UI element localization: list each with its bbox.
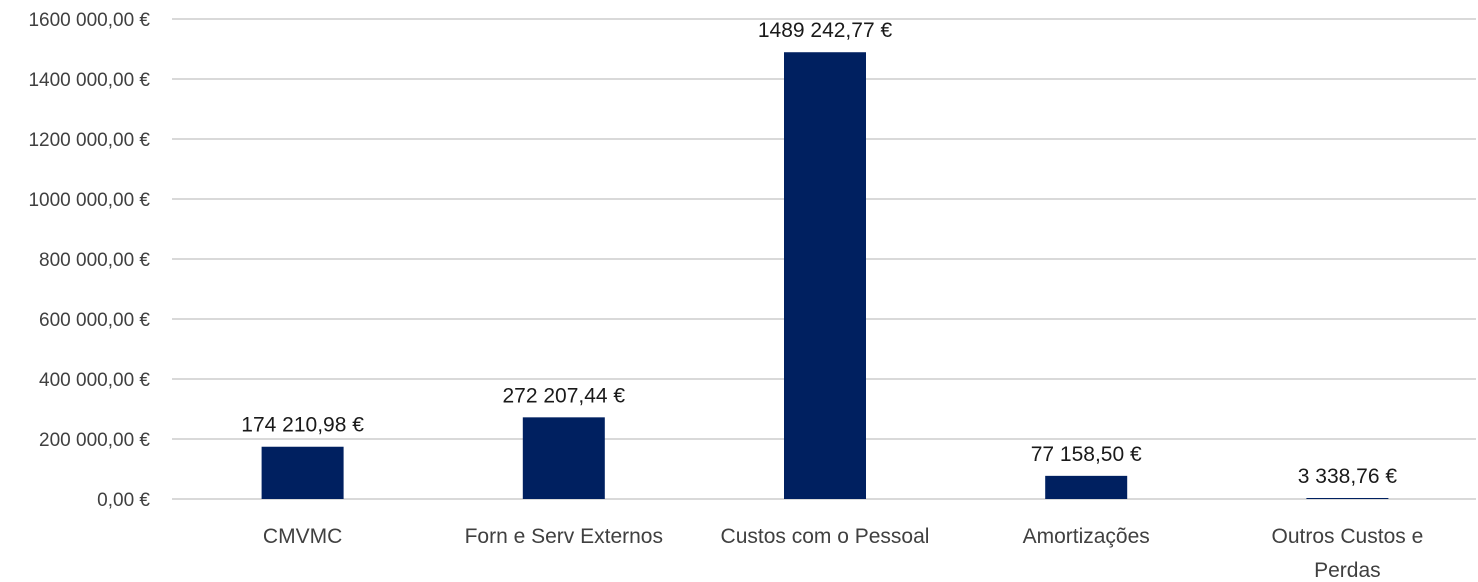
- bar: [523, 417, 605, 499]
- bar: [1306, 498, 1388, 499]
- y-tick-label: 1400 000,00 €: [28, 70, 150, 91]
- data-label: 3 338,76 €: [1298, 465, 1398, 488]
- y-tick-label: 1600 000,00 €: [28, 10, 150, 31]
- y-tick-label: 600 000,00 €: [39, 310, 150, 331]
- bar: [1045, 476, 1127, 499]
- y-tick-label: 1000 000,00 €: [28, 190, 150, 211]
- category-label: Custos com o Pessoal: [721, 525, 930, 548]
- bar: [784, 52, 866, 499]
- y-tick-label: 0,00 €: [97, 490, 150, 511]
- category-label: Amortizações: [1023, 525, 1150, 548]
- data-label: 77 158,50 €: [1031, 443, 1142, 466]
- category-label: Forn e Serv Externos: [465, 525, 663, 548]
- category-label: Outros Custos e: [1272, 525, 1424, 548]
- y-tick-label: 1200 000,00 €: [28, 130, 150, 151]
- y-axis-tick-labels: 0,00 € 200 000,00 € 400 000,00 € 600 000,00…: [28, 10, 150, 511]
- category-label: Perdas: [1314, 559, 1381, 582]
- x-axis-category-labels: CMVMC Forn e Serv Externos Custos com o Pe…: [263, 525, 1423, 582]
- bar: [262, 447, 344, 499]
- category-label: CMVMC: [263, 525, 342, 548]
- y-tick-label: 400 000,00 €: [39, 370, 150, 391]
- y-tick-label: 800 000,00 €: [39, 250, 150, 271]
- data-label: 174 210,98 €: [241, 414, 364, 437]
- data-label: 272 207,44 €: [502, 384, 625, 407]
- bars: [262, 52, 1389, 499]
- data-label: 1489 242,77 €: [758, 19, 893, 42]
- y-tick-label: 200 000,00 €: [39, 430, 150, 451]
